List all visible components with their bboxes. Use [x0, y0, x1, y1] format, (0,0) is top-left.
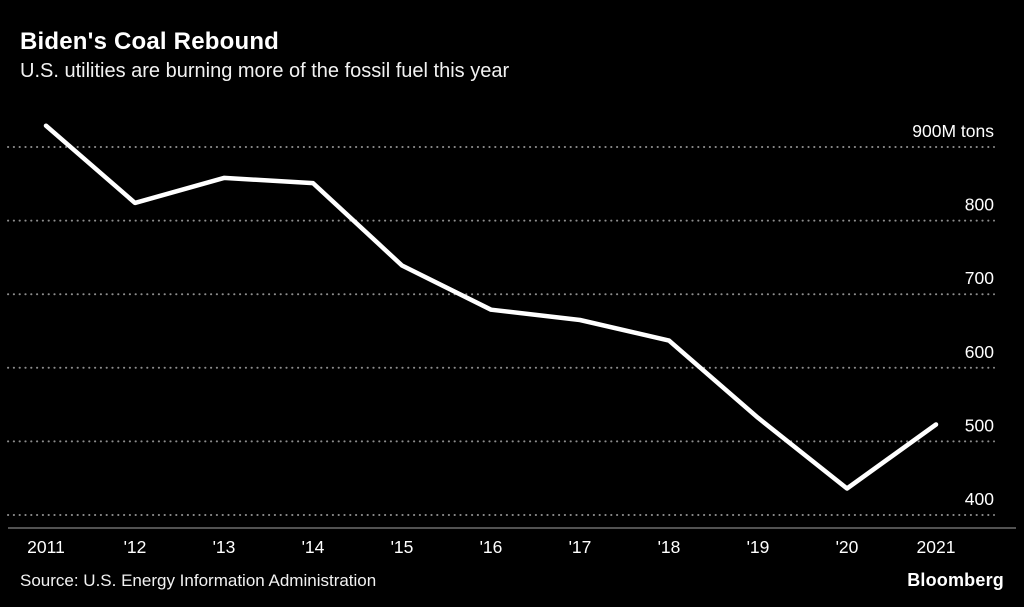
y-axis-label: 600: [965, 342, 994, 362]
x-axis-label: '13: [213, 537, 236, 557]
chart-subtitle: U.S. utilities are burning more of the f…: [20, 60, 510, 82]
source-note: Source: U.S. Energy Information Administ…: [20, 571, 377, 590]
x-axis-label: '18: [658, 537, 681, 557]
x-axis-label: '14: [302, 537, 325, 557]
x-axis-label: '20: [836, 537, 859, 557]
coal-consumption-line: [43, 123, 939, 491]
x-axis-label: '12: [124, 537, 147, 557]
y-axis-label: 400: [965, 489, 994, 509]
x-axis-label: '15: [391, 537, 414, 557]
y-axis-label: 700: [965, 268, 994, 288]
x-axis-label: '16: [480, 537, 503, 557]
y-axis-label: 900M tons: [912, 121, 994, 141]
x-axis-label: '17: [569, 537, 592, 557]
x-axis-label: '19: [747, 537, 770, 557]
y-axis-label: 800: [965, 195, 994, 215]
x-axis-label: 2021: [917, 537, 956, 557]
chart-title: Biden's Coal Rebound: [20, 28, 280, 55]
x-axis-label: 2011: [27, 537, 65, 557]
bloomberg-logo: Bloomberg: [907, 570, 1004, 590]
y-axis-label: 500: [965, 415, 994, 435]
